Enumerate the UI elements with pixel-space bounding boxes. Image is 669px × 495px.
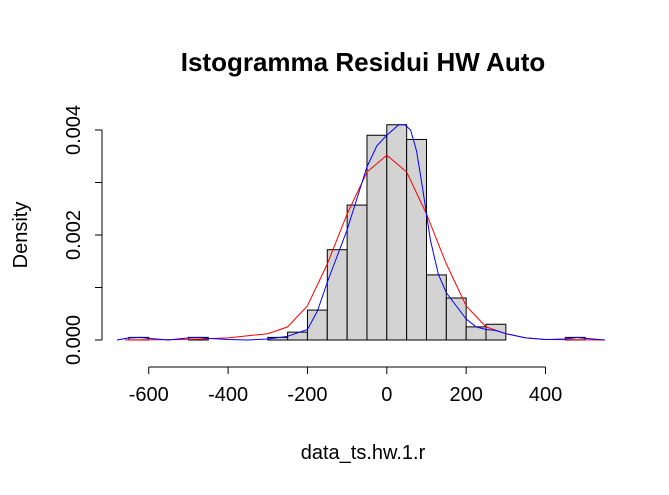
x-tick-label: 400 xyxy=(529,384,562,406)
histogram-bar-14 xyxy=(406,138,427,341)
histogram-bar-11 xyxy=(346,204,368,341)
y-tick-label: 0.004 xyxy=(63,105,85,155)
kernel-density-line xyxy=(116,124,606,341)
histogram-bar-16 xyxy=(445,297,467,341)
x-axis-label: data_ts.hw.1.r xyxy=(301,442,426,464)
y-axis: 0.000 0.002 0.004 xyxy=(63,105,103,365)
x-axis: -600 -400 -200 0 200 400 xyxy=(129,366,562,406)
x-tick-label: 200 xyxy=(449,384,482,406)
chart-title: Istogramma Residui HW Auto xyxy=(181,47,546,77)
y-tick-label: 0.000 xyxy=(63,315,85,365)
histogram-bar-13 xyxy=(386,124,408,341)
histogram-bar-10 xyxy=(326,249,348,341)
x-tick-label: -400 xyxy=(208,384,248,406)
density-curves xyxy=(116,124,606,341)
histogram-bars xyxy=(128,124,586,341)
y-axis-label: Density xyxy=(10,202,32,269)
x-tick-label: -200 xyxy=(287,384,327,406)
y-tick-label: 0.002 xyxy=(63,210,85,260)
histogram-bar-12 xyxy=(366,134,388,341)
x-tick-label: 0 xyxy=(381,384,392,406)
histogram-bar-18 xyxy=(485,323,507,341)
x-tick-label: -600 xyxy=(129,384,169,406)
